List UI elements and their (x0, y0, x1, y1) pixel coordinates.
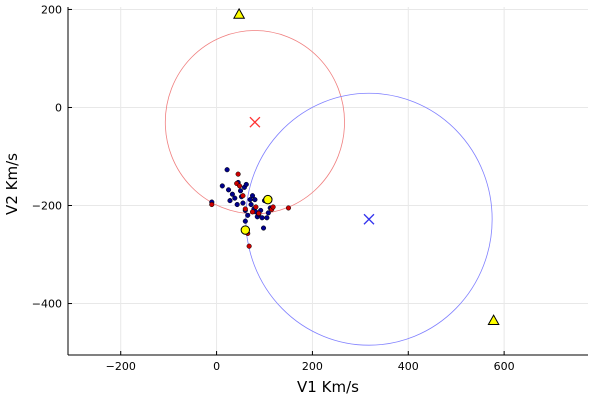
x-tick-label: 600 (494, 360, 515, 373)
cross-stroke (249, 116, 261, 128)
axes (67, 7, 588, 356)
data-point (253, 204, 259, 210)
data-point (226, 187, 232, 193)
x-tick-label: 200 (302, 360, 323, 373)
data-point (264, 215, 270, 221)
data-point (234, 201, 240, 208)
data-point (260, 225, 267, 231)
data-point (232, 195, 238, 201)
data-point (248, 201, 254, 208)
data-point (240, 193, 246, 199)
data-point (270, 204, 276, 210)
highlight-circle-point (240, 225, 251, 235)
y-tick-label: −200 (32, 200, 62, 213)
triangle-point (233, 7, 246, 19)
data-point (242, 218, 248, 224)
tick-labels: −200 0 200 400 600 200 0 −200 −400 (32, 3, 515, 373)
y-tick-label: 200 (41, 3, 62, 16)
x-axis-label: V1 Km/s (297, 378, 359, 396)
data-point (246, 243, 252, 249)
cross-marker-1 (249, 116, 261, 128)
cross-marker-2 (363, 213, 375, 225)
data-point (245, 212, 251, 218)
data-point (227, 198, 233, 204)
data-point (237, 188, 244, 194)
cross-stroke (363, 213, 375, 225)
x-tick-label: 0 (213, 360, 220, 373)
y-axis-label: V2 Km/s (3, 153, 21, 215)
data-point (259, 215, 265, 221)
data-point (219, 183, 225, 189)
data-point (249, 209, 256, 215)
data-point (252, 197, 258, 203)
data-point (285, 205, 292, 211)
gridlines (68, 7, 588, 355)
x-tick-label: 400 (398, 360, 419, 373)
data-point (224, 167, 230, 173)
data-point (237, 183, 243, 189)
data-point (249, 193, 256, 199)
data-point (242, 206, 248, 212)
y-tick-label: −400 (32, 298, 62, 311)
data-point (235, 171, 241, 177)
data-point (256, 210, 262, 216)
data-point (240, 200, 246, 206)
data-point (229, 191, 235, 197)
data-point (243, 181, 249, 187)
data-point (265, 210, 271, 216)
data-points (209, 7, 500, 326)
data-point (209, 201, 215, 208)
triangle-point (487, 314, 500, 326)
highlight-circle-point (263, 194, 273, 205)
y-tick-label: 0 (55, 101, 62, 114)
x-tick-label: −200 (106, 360, 136, 373)
